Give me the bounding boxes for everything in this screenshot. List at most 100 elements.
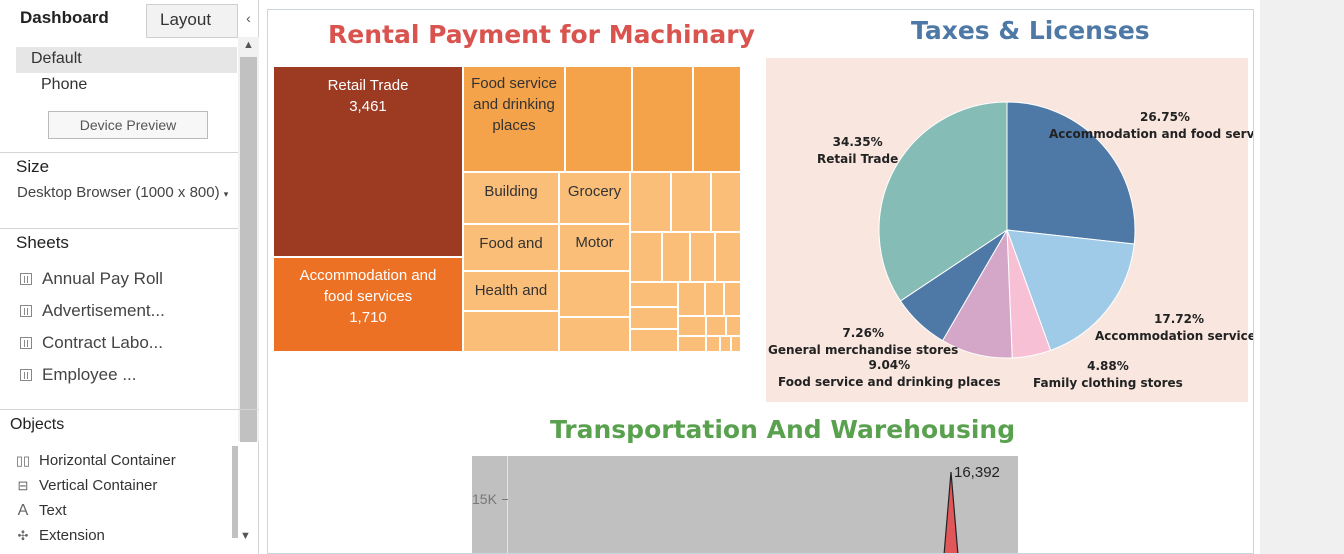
pie-label-accommodation-services: 17.72% Accommodation services bbox=[1095, 312, 1254, 343]
treemap-cell[interactable] bbox=[630, 329, 678, 352]
object-vertical-container[interactable]: ⊟ Vertical Container bbox=[14, 477, 229, 501]
sheet-item[interactable]: Contract Labo... bbox=[20, 333, 235, 359]
treemap-cell-value: 3,461 bbox=[349, 98, 387, 115]
treemap-cell[interactable] bbox=[678, 336, 706, 352]
side-pane-scrollbar[interactable]: ▲ bbox=[238, 37, 259, 442]
treemap-cell[interactable] bbox=[662, 232, 690, 282]
sheet-item[interactable]: Annual Pay Roll bbox=[20, 269, 235, 295]
divider bbox=[0, 409, 259, 410]
sheet-item-label: Annual Pay Roll bbox=[42, 269, 163, 288]
treemap-cell[interactable] bbox=[726, 316, 741, 336]
treemap-cell-motor[interactable]: Motor bbox=[559, 224, 630, 271]
treemap-cell-label: Building bbox=[484, 183, 538, 200]
treemap-cell-food-service[interactable]: Food service and drinking places bbox=[463, 66, 565, 172]
taxes-chart-title: Taxes & Licenses bbox=[911, 16, 1150, 45]
treemap-cell[interactable] bbox=[715, 232, 741, 282]
divider bbox=[0, 152, 238, 153]
treemap-cell-accommodation[interactable]: Accommodation and food services 1,710 bbox=[273, 257, 463, 352]
scrollbar-thumb[interactable] bbox=[232, 446, 238, 538]
treemap-cell[interactable] bbox=[731, 336, 741, 352]
treemap-cell-health[interactable]: Health and bbox=[463, 271, 559, 311]
treemap-cell[interactable] bbox=[630, 282, 678, 307]
treemap-cell[interactable] bbox=[671, 172, 711, 232]
peak-data-label: 16,392 bbox=[954, 464, 1000, 481]
pie-slice-retail-trade[interactable] bbox=[878, 101, 1008, 302]
treemap-cell[interactable] bbox=[559, 271, 630, 317]
scroll-down-icon[interactable]: ▼ bbox=[240, 530, 251, 542]
horizontal-container-icon: ▯▯ bbox=[15, 453, 31, 468]
pie-label-retail-trade: 34.35% Retail Trade bbox=[817, 135, 899, 166]
treemap-cell[interactable] bbox=[632, 66, 693, 172]
pie-label-food-service: 9.04% Food service and drinking places bbox=[778, 358, 1001, 389]
treemap-cell[interactable] bbox=[678, 316, 706, 336]
sheet-item[interactable]: Employee ... bbox=[20, 365, 235, 391]
treemap-cell[interactable] bbox=[711, 172, 741, 232]
treemap-cell-grocery[interactable]: Grocery bbox=[559, 172, 630, 224]
sheet-item[interactable]: Advertisement... bbox=[20, 301, 235, 327]
device-phone[interactable]: Phone bbox=[41, 76, 88, 93]
sheet-item-label: Advertisement... bbox=[42, 301, 165, 320]
treemap-cell-label: Motor bbox=[575, 234, 614, 251]
treemap-cell[interactable] bbox=[630, 307, 678, 329]
treemap-cell-building[interactable]: Building bbox=[463, 172, 559, 224]
treemap-cell-label: Health and bbox=[474, 282, 548, 299]
treemap-cell-label: Food and bbox=[479, 235, 543, 252]
extension-icon: ✣ bbox=[17, 528, 29, 543]
peak-area bbox=[943, 471, 959, 553]
size-dropdown-value: Desktop Browser (1000 x 800) bbox=[17, 184, 220, 201]
vertical-container-icon: ⊟ bbox=[17, 478, 29, 493]
treemap-cell-value: 1,710 bbox=[349, 309, 387, 326]
taxes-pie-chart bbox=[878, 101, 1136, 359]
object-label: Horizontal Container bbox=[39, 452, 176, 469]
y-tick-mark bbox=[502, 499, 508, 500]
object-text[interactable]: A Text bbox=[14, 502, 229, 526]
pie-slice-accommodation-and-food-services[interactable] bbox=[1006, 101, 1136, 245]
treemap-cell[interactable] bbox=[693, 66, 741, 172]
treemap-cell-food-and[interactable]: Food and bbox=[463, 224, 559, 271]
treemap-cell[interactable] bbox=[690, 232, 715, 282]
device-preview-button[interactable]: Device Preview bbox=[48, 111, 208, 139]
object-label: Vertical Container bbox=[39, 477, 158, 494]
treemap-cell-label: Retail Trade bbox=[327, 77, 409, 94]
scroll-up-icon[interactable]: ▲ bbox=[243, 39, 254, 51]
transport-chart-title: Transportation And Warehousing bbox=[550, 415, 1016, 444]
tab-dashboard[interactable]: Dashboard bbox=[0, 0, 146, 37]
side-pane-tabs: Dashboard Layout ‹ bbox=[0, 0, 259, 38]
object-extension[interactable]: ✣ Extension bbox=[14, 527, 229, 551]
tab-layout[interactable]: Layout bbox=[146, 4, 238, 37]
treemap-cell-retail-trade[interactable]: Retail Trade 3,461 bbox=[273, 66, 463, 257]
treemap-cell[interactable] bbox=[463, 311, 559, 352]
object-horizontal-container[interactable]: ▯▯ Horizontal Container bbox=[14, 452, 229, 476]
treemap-cell[interactable] bbox=[720, 336, 731, 352]
sheet-item-label: Employee ... bbox=[42, 365, 137, 384]
scrollbar-thumb[interactable] bbox=[240, 57, 257, 442]
y-axis-line bbox=[507, 456, 508, 553]
device-default[interactable]: Default bbox=[16, 47, 237, 73]
treemap-cell[interactable] bbox=[724, 282, 741, 316]
treemap-cell[interactable] bbox=[706, 336, 720, 352]
pie-label-family-clothing: 4.88% Family clothing stores bbox=[1033, 359, 1183, 390]
dashboard-side-pane: Dashboard Layout ‹ ▲ Default Phone Devic… bbox=[0, 0, 259, 554]
taxes-pie-panel: 26.75%Accommodation and food services 34… bbox=[766, 58, 1253, 402]
transport-line-chart: 15K 16,392 bbox=[472, 456, 1018, 553]
treemap-cell[interactable] bbox=[559, 317, 630, 352]
dashboard-canvas: Rental Payment for Machinary Retail Trad… bbox=[267, 9, 1254, 554]
chevron-down-icon: ▾ bbox=[223, 189, 229, 199]
treemap-cell-label: Accommodation and food services bbox=[299, 267, 437, 305]
size-section-title: Size bbox=[16, 157, 50, 176]
treemap-cell[interactable] bbox=[630, 172, 671, 232]
collapse-pane-icon[interactable]: ‹ bbox=[246, 10, 251, 26]
worksheet-icon bbox=[20, 273, 32, 285]
rental-treemap: Retail Trade 3,461 Accommodation and foo… bbox=[273, 66, 741, 352]
treemap-cell[interactable] bbox=[706, 316, 726, 336]
treemap-cell[interactable] bbox=[705, 282, 724, 316]
pie-slice-accommodation-services[interactable] bbox=[1006, 229, 1135, 351]
size-dropdown[interactable]: Desktop Browser (1000 x 800) ▾ bbox=[17, 184, 242, 201]
treemap-cell[interactable] bbox=[565, 66, 632, 172]
objects-section-title: Objects bbox=[10, 416, 65, 433]
treemap-cell-label: Food service and drinking places bbox=[471, 75, 557, 134]
objects-scrollbar[interactable]: ▼ bbox=[230, 442, 259, 554]
treemap-cell[interactable] bbox=[678, 282, 705, 316]
treemap-cell[interactable] bbox=[630, 232, 662, 282]
sheets-section-title: Sheets bbox=[16, 233, 69, 252]
